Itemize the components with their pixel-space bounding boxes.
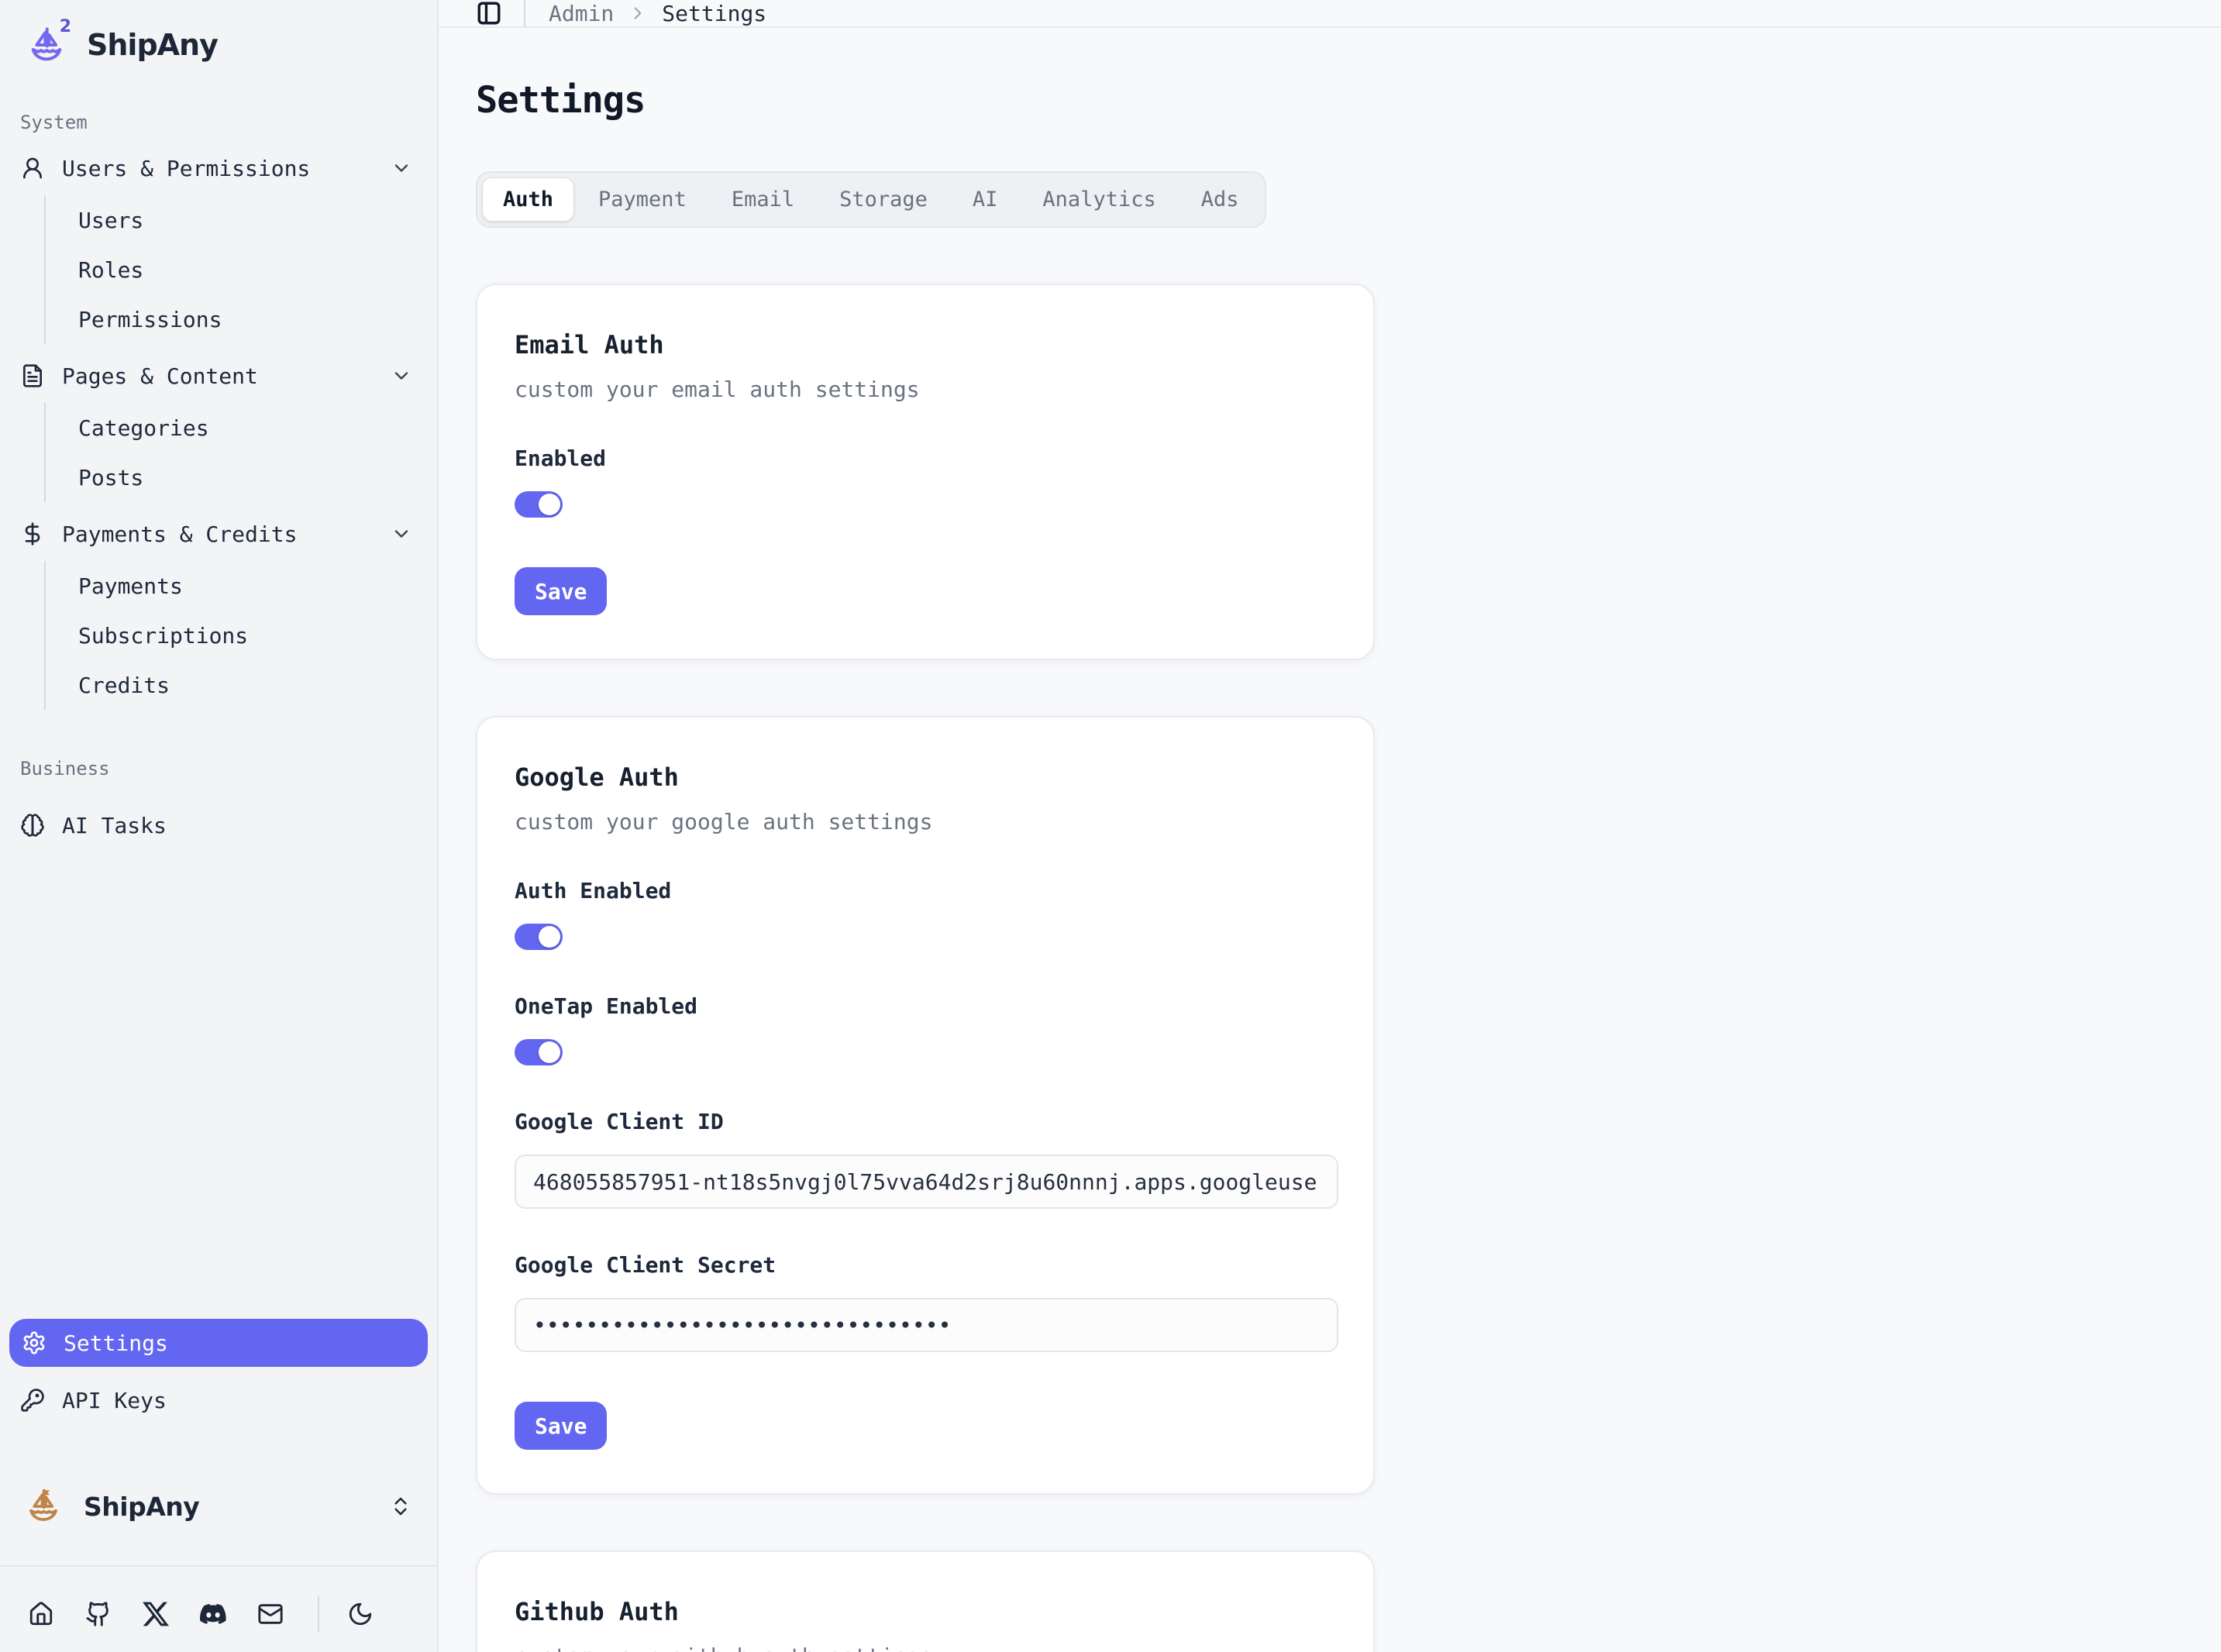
section-label-business: Business xyxy=(20,758,110,780)
enabled-label: Enabled xyxy=(515,446,607,471)
card-title: Github Auth xyxy=(515,1597,679,1626)
sidebar-item-subscriptions[interactable]: Subscriptions xyxy=(78,622,249,649)
chevron-down-icon xyxy=(391,523,412,545)
sidebar-sublist: Payments Subscriptions Credits xyxy=(44,561,429,710)
card-title: Email Auth xyxy=(515,330,664,360)
sidebar-item-permissions[interactable]: Permissions xyxy=(78,306,222,332)
google-client-secret-label: Google Client Secret xyxy=(515,1252,776,1278)
onetap-enabled-label: OneTap Enabled xyxy=(515,993,698,1019)
google-client-id-input[interactable] xyxy=(515,1155,1338,1209)
gear-icon xyxy=(22,1330,46,1355)
card-subtitle: custom your google auth settings xyxy=(515,809,933,835)
dollar-icon xyxy=(20,521,45,546)
sidebar-item-ai-tasks[interactable]: AI Tasks xyxy=(8,800,429,851)
sidebar: 2 ShipAny System Users & Permissions Use… xyxy=(0,0,439,1652)
social-divider xyxy=(318,1596,319,1632)
sidebar-item-label: AI Tasks xyxy=(62,812,167,838)
sidebar-item-posts[interactable]: Posts xyxy=(78,464,144,490)
page-title: Settings xyxy=(476,79,646,122)
breadcrumb-settings: Settings xyxy=(662,0,767,26)
sidebar-group-label: Users & Permissions xyxy=(62,155,311,181)
sidebar-group-payments-credits[interactable]: Payments & Credits xyxy=(8,508,429,559)
settings-tab-bar: Auth Payment Email Storage AI Analytics … xyxy=(476,171,1266,228)
main-area: Admin Settings Settings Auth Payment Ema… xyxy=(439,0,2221,1652)
discord-icon[interactable] xyxy=(200,1601,226,1627)
home-icon[interactable] xyxy=(28,1601,54,1627)
chevrons-up-down-icon xyxy=(389,1495,412,1518)
google-auth-enabled-toggle[interactable] xyxy=(515,924,563,950)
sidebar-bottom: Settings API Keys xyxy=(0,1319,437,1632)
sidebar-item-api-keys[interactable]: API Keys xyxy=(8,1375,429,1426)
tab-auth[interactable]: Auth xyxy=(483,178,574,221)
google-auth-card: Google Auth custom your google auth sett… xyxy=(476,716,1375,1495)
file-text-icon xyxy=(20,363,45,388)
org-name: ShipAny xyxy=(84,1491,200,1522)
tab-ai[interactable]: AI xyxy=(972,188,998,212)
email-auth-card: Email Auth custom your email auth settin… xyxy=(476,284,1375,660)
sidebar-item-label: API Keys xyxy=(62,1387,167,1413)
social-links-row xyxy=(8,1567,429,1632)
section-label-system: System xyxy=(20,112,88,133)
chevron-down-icon xyxy=(391,365,412,387)
app-name: ShipAny xyxy=(87,28,219,62)
sidebar-group-label: Payments & Credits xyxy=(62,521,298,547)
breadcrumb-admin[interactable]: Admin xyxy=(549,0,615,26)
sidebar-item-roles[interactable]: Roles xyxy=(78,256,144,283)
org-switcher[interactable]: ShipAny xyxy=(8,1474,429,1539)
sailboat-logo-icon: 2 xyxy=(25,19,71,67)
card-title: Google Auth xyxy=(515,762,679,792)
github-auth-card: Github Auth custom your github auth sett… xyxy=(476,1550,1375,1652)
google-client-id-label: Google Client ID xyxy=(515,1109,724,1134)
key-icon xyxy=(20,1388,45,1413)
sailboat-org-icon xyxy=(23,1486,64,1526)
sidebar-group-pages-content[interactable]: Pages & Content xyxy=(8,350,429,401)
mail-icon[interactable] xyxy=(257,1601,284,1627)
sidebar-item-payments[interactable]: Payments xyxy=(78,573,183,599)
sidebar-item-categories[interactable]: Categories xyxy=(78,415,209,441)
page-content: Settings Auth Payment Email Storage AI A… xyxy=(439,28,2221,1652)
moon-dark-mode-icon[interactable] xyxy=(347,1601,374,1627)
topbar: Admin Settings xyxy=(439,0,2221,28)
user-icon xyxy=(20,156,45,181)
google-client-secret-input[interactable] xyxy=(515,1298,1338,1352)
sidebar-sublist: Categories Posts xyxy=(44,403,429,502)
save-button[interactable]: Save xyxy=(515,567,608,615)
auth-enabled-label: Auth Enabled xyxy=(515,878,672,903)
sidebar-toggle-icon[interactable] xyxy=(476,0,502,26)
x-twitter-icon[interactable] xyxy=(143,1601,169,1627)
tab-email[interactable]: Email xyxy=(731,188,795,212)
brain-icon xyxy=(20,813,45,838)
save-button[interactable]: Save xyxy=(515,1402,608,1450)
sidebar-footer-divider xyxy=(0,1565,437,1567)
chevron-down-icon xyxy=(391,157,412,179)
tab-payment[interactable]: Payment xyxy=(598,188,687,212)
card-subtitle: custom your email auth settings xyxy=(515,377,920,402)
card-subtitle: custom your github auth settings xyxy=(515,1643,1336,1652)
tab-ads[interactable]: Ads xyxy=(1200,188,1239,212)
tab-storage[interactable]: Storage xyxy=(839,188,928,212)
github-icon[interactable] xyxy=(85,1601,112,1627)
sidebar-group-users-permissions[interactable]: Users & Permissions xyxy=(8,143,429,194)
sidebar-group-label: Pages & Content xyxy=(62,363,258,389)
logo-superscript: 2 xyxy=(59,17,71,36)
chevron-right-icon xyxy=(628,3,648,23)
toggle-knob xyxy=(539,494,560,515)
google-onetap-enabled-toggle[interactable] xyxy=(515,1039,563,1065)
sidebar-item-users[interactable]: Users xyxy=(78,207,144,233)
toggle-knob xyxy=(539,926,560,948)
sidebar-item-credits[interactable]: Credits xyxy=(78,672,170,698)
tab-analytics[interactable]: Analytics xyxy=(1042,188,1156,212)
app-logo[interactable]: 2 ShipAny xyxy=(8,14,429,70)
toggle-knob xyxy=(539,1041,560,1063)
sidebar-item-label: Settings xyxy=(64,1330,168,1356)
topbar-divider xyxy=(524,0,525,26)
sidebar-sublist: Users Roles Permissions xyxy=(44,195,429,344)
email-enabled-toggle[interactable] xyxy=(515,491,563,518)
sidebar-item-settings-active[interactable]: Settings xyxy=(9,1319,428,1367)
